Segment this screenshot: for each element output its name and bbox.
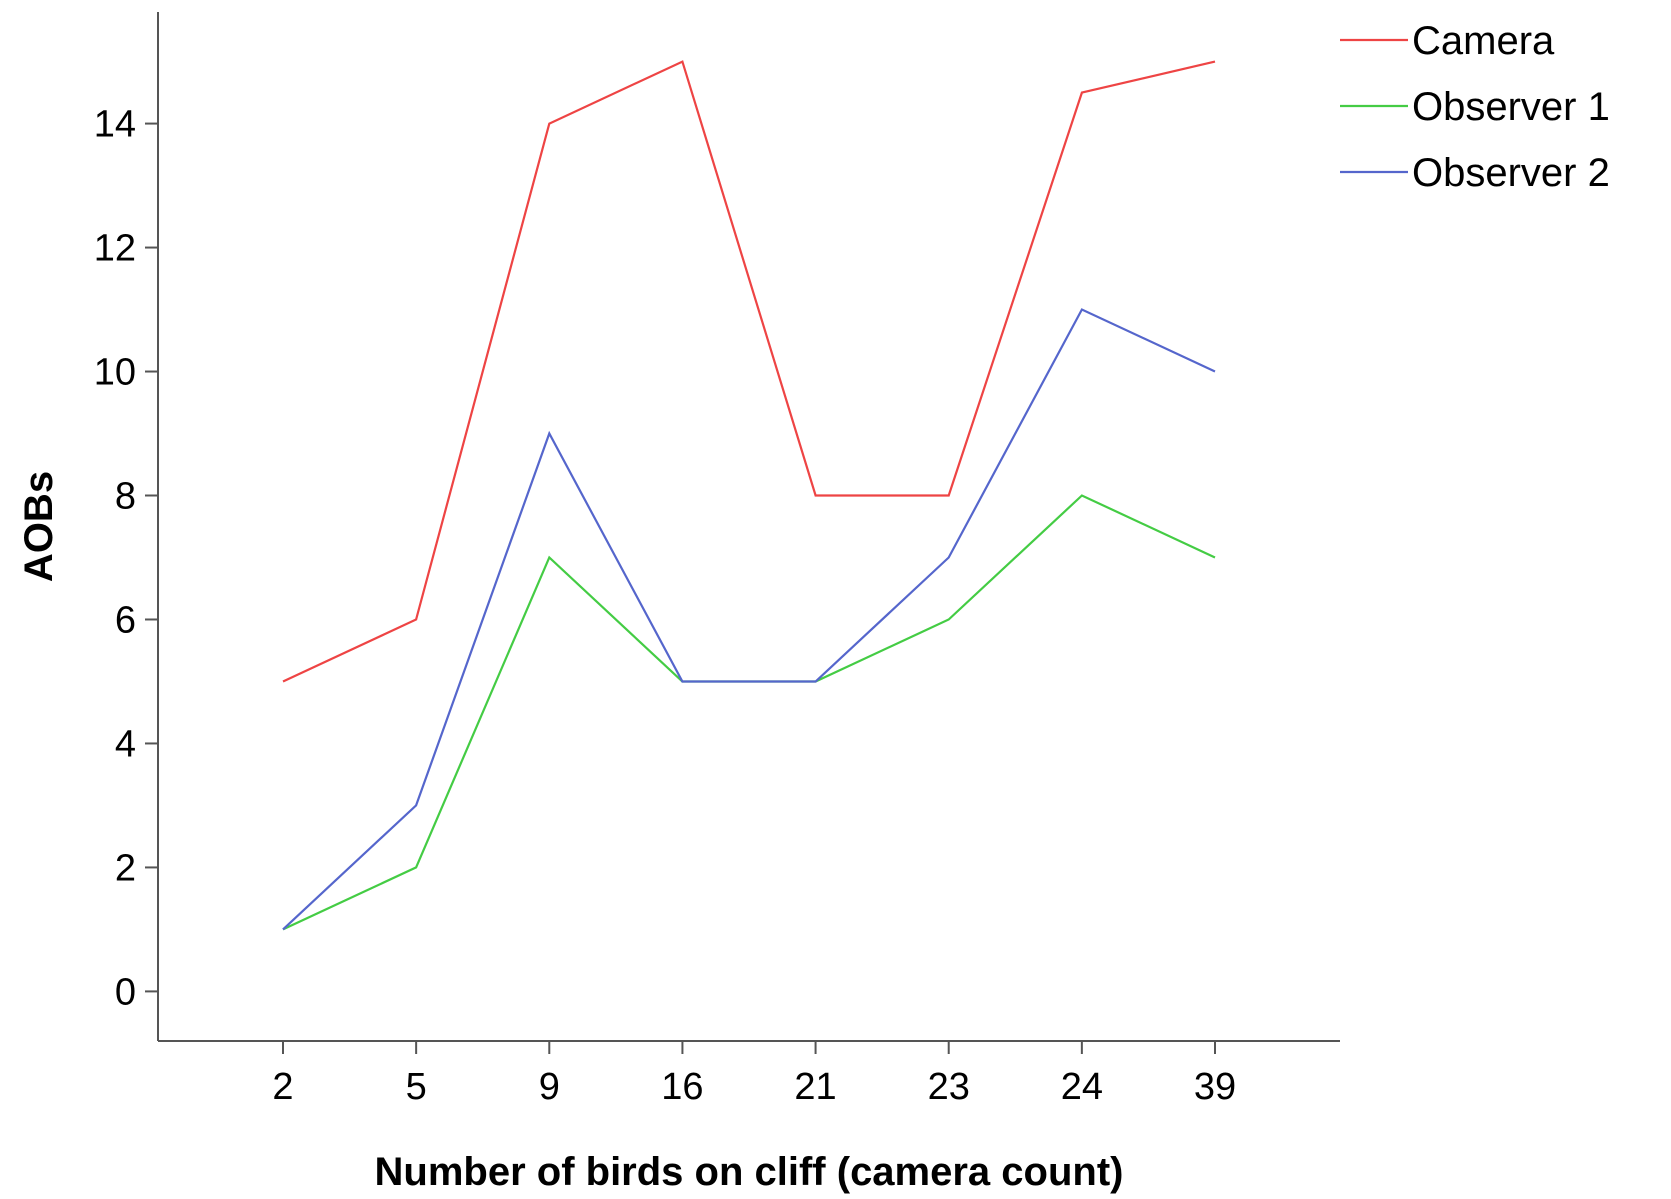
- y-tick-label: 8: [115, 476, 136, 518]
- series-line-camera: [282, 60, 1216, 683]
- y-tick-label: 12: [94, 228, 136, 270]
- x-tick-label: 24: [1061, 1066, 1103, 1108]
- series-lines: [282, 60, 1216, 931]
- x-tick-label: 39: [1194, 1066, 1236, 1108]
- x-axis-title: Number of birds on cliff (camera count): [375, 1150, 1124, 1194]
- axes: [157, 12, 1340, 1042]
- y-tick-label: 10: [94, 352, 136, 394]
- y-axis-title: AOBs: [17, 471, 61, 582]
- series-line-observer-2: [282, 308, 1216, 931]
- x-tick-label: 9: [539, 1066, 560, 1108]
- x-tick-label: 21: [794, 1066, 836, 1108]
- y-tick-label: 2: [115, 847, 136, 889]
- y-tick-label: 0: [115, 971, 136, 1013]
- y-tick-label: 6: [115, 599, 136, 641]
- y-tick-label: 14: [94, 104, 136, 146]
- legend-label: Camera: [1412, 19, 1555, 63]
- x-tick-label: 2: [272, 1066, 293, 1108]
- legend-label: Observer 2: [1412, 151, 1610, 195]
- x-tick-label: 23: [928, 1066, 970, 1108]
- x-tick-label: 5: [406, 1066, 427, 1108]
- x-ticks: 2 5 9 16 21 23 24 39: [272, 1041, 1236, 1108]
- legend: Camera Observer 1 Observer 2: [1340, 19, 1610, 195]
- legend-label: Observer 1: [1412, 85, 1610, 129]
- x-tick-label: 16: [661, 1066, 703, 1108]
- series-line-observer-1: [282, 494, 1216, 931]
- y-ticks: 0 2 4 6 8 10 12 14: [94, 104, 158, 1013]
- y-tick-label: 4: [115, 723, 136, 765]
